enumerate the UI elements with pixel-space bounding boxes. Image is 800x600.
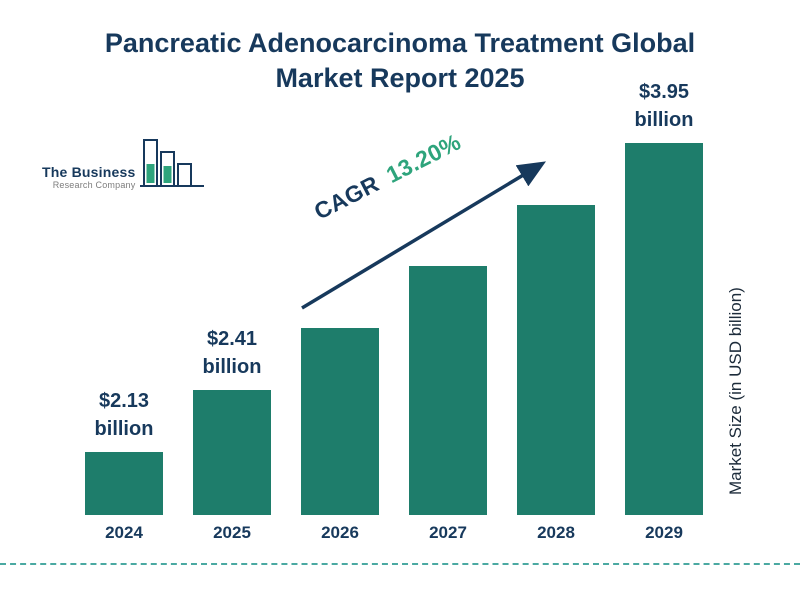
bar-value-label: $2.41 billion: [202, 328, 262, 378]
x-axis-label: 2028: [537, 523, 575, 542]
y-axis-title: Market Size (in USD billion): [726, 287, 745, 495]
logo-text-line1: The Business: [42, 164, 136, 180]
bar: [409, 266, 487, 515]
bar-column: $3.95 billion 2029: [610, 78, 718, 545]
bar-chart-logo-icon: [140, 136, 206, 197]
bar-column: 2026: [286, 78, 394, 545]
bar: [193, 390, 271, 515]
logo-text-line2: Research Company: [52, 180, 136, 190]
bar: [85, 452, 163, 515]
x-axis-label: 2029: [645, 523, 683, 542]
bar-value-label: $3.95 billion: [634, 81, 694, 131]
x-axis-label: 2025: [213, 523, 251, 542]
bar-column: 2028: [502, 78, 610, 545]
bar-value-label: $2.13 billion: [94, 390, 154, 440]
bar: [625, 143, 703, 515]
x-axis-label: 2027: [429, 523, 467, 542]
bar-column: $2.41 billion 2025: [178, 78, 286, 545]
bar: [301, 328, 379, 515]
bar-column: $2.13 billion 2024: [70, 78, 178, 545]
bar: [517, 205, 595, 515]
bottom-dashed-divider: [0, 563, 800, 565]
x-axis-label: 2026: [321, 523, 359, 542]
bar-chart: $2.13 billion 2024 $2.41 billion 2025 2026 2027…: [70, 78, 718, 545]
x-axis-label: 2024: [105, 523, 143, 542]
page-title: Pancreatic Adenocarcinoma Treatment Glob…: [104, 28, 696, 94]
logo-text: The Business Research Company: [42, 164, 135, 197]
company-logo: The Business Research Company: [42, 136, 206, 197]
